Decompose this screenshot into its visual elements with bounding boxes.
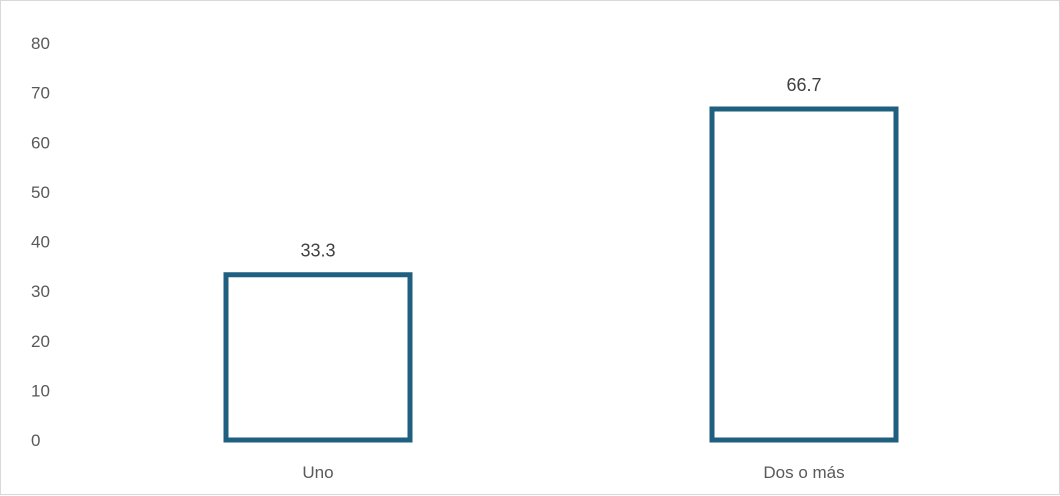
data-labels: 33.3 66.7 [300, 75, 821, 261]
bar-value-label: 66.7 [786, 75, 821, 95]
y-tick-label: 50 [31, 183, 50, 202]
x-axis: Uno Dos o más [302, 463, 844, 482]
bar [709, 106, 899, 443]
y-axis: 0 10 20 30 40 50 60 70 80 [31, 34, 50, 450]
y-tick-label: 70 [31, 84, 50, 103]
y-tick-label: 30 [31, 282, 50, 301]
y-tick-label: 80 [31, 34, 50, 53]
x-category-label: Dos o más [763, 463, 844, 482]
x-category-label: Uno [302, 463, 333, 482]
bar-value-label: 33.3 [300, 241, 335, 261]
bars [223, 106, 899, 443]
y-tick-label: 60 [31, 133, 50, 152]
bar [223, 272, 413, 443]
y-tick-label: 10 [31, 381, 50, 400]
y-tick-label: 0 [31, 431, 40, 450]
y-tick-label: 20 [31, 332, 50, 351]
y-tick-label: 40 [31, 233, 50, 252]
